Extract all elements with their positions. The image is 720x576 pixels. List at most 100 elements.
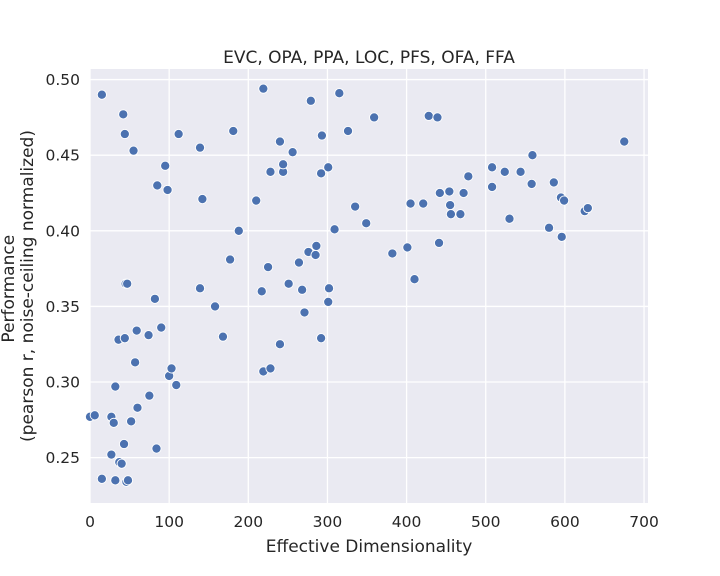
data-point bbox=[162, 184, 173, 196]
data-point bbox=[299, 307, 310, 318]
x-tick-label: 0 bbox=[85, 513, 95, 531]
data-point bbox=[283, 278, 294, 289]
data-point bbox=[96, 89, 107, 100]
data-point bbox=[132, 402, 143, 413]
data-point bbox=[251, 195, 262, 206]
data-point bbox=[258, 83, 269, 94]
data-point bbox=[110, 381, 121, 392]
data-point bbox=[458, 187, 469, 199]
x-tick-label: 200 bbox=[234, 513, 264, 531]
data-point bbox=[131, 325, 142, 336]
data-point bbox=[118, 109, 129, 120]
data-point bbox=[96, 473, 107, 484]
data-point bbox=[173, 128, 184, 140]
y-tick-label: 0.30 bbox=[45, 374, 80, 392]
data-point bbox=[504, 213, 515, 224]
x-tick-label: 300 bbox=[313, 513, 343, 531]
y-tick-labels: 0.25 0.30 0.35 0.40 0.45 0.50 bbox=[45, 71, 80, 467]
data-point bbox=[619, 136, 630, 147]
data-point bbox=[455, 209, 466, 220]
data-point bbox=[527, 150, 538, 161]
data-point bbox=[263, 262, 274, 273]
data-point bbox=[526, 178, 537, 189]
y-axis-label-line2: (pearson r, noise-ceiling normalized) bbox=[18, 130, 38, 442]
data-point bbox=[89, 410, 100, 421]
data-point bbox=[323, 296, 334, 307]
data-point bbox=[334, 88, 345, 99]
data-point bbox=[515, 166, 526, 177]
data-point bbox=[210, 301, 221, 312]
data-point bbox=[166, 363, 177, 374]
data-point bbox=[116, 458, 127, 469]
data-point bbox=[126, 416, 137, 427]
y-axis-label-line1: Performance bbox=[0, 235, 19, 343]
data-point bbox=[130, 357, 141, 368]
data-point bbox=[369, 112, 380, 123]
y-tick-label: 0.25 bbox=[45, 449, 80, 467]
data-point bbox=[151, 443, 162, 454]
data-point bbox=[194, 142, 206, 153]
x-axis-label: Effective Dimensionality bbox=[266, 537, 473, 557]
y-tick-label: 0.40 bbox=[45, 222, 80, 240]
data-point bbox=[556, 231, 567, 242]
data-point bbox=[310, 249, 321, 261]
data-point bbox=[487, 162, 498, 173]
data-point bbox=[582, 203, 593, 214]
data-point bbox=[160, 160, 171, 171]
data-point bbox=[548, 177, 559, 188]
data-point bbox=[197, 193, 208, 205]
x-tick-labels: 0 100 200 300 400 500 600 700 bbox=[85, 513, 659, 531]
chart-title: EVC, OPA, PPA, LOC, PFS, OFA, FFA bbox=[223, 48, 515, 68]
data-point bbox=[217, 331, 229, 342]
data-point bbox=[119, 128, 130, 140]
data-point bbox=[225, 254, 236, 265]
data-point bbox=[445, 200, 456, 211]
data-point bbox=[194, 283, 206, 294]
data-point bbox=[118, 438, 130, 450]
data-point bbox=[265, 363, 276, 374]
data-point bbox=[445, 209, 456, 220]
data-point bbox=[144, 390, 155, 401]
data-point bbox=[409, 274, 420, 285]
data-point bbox=[128, 145, 139, 156]
data-point bbox=[433, 237, 445, 248]
data-point bbox=[432, 112, 443, 123]
data-point bbox=[265, 166, 276, 177]
data-point bbox=[293, 257, 305, 268]
data-point bbox=[323, 162, 334, 173]
plot-area bbox=[90, 69, 648, 503]
data-point bbox=[287, 147, 298, 158]
data-point bbox=[499, 166, 510, 177]
y-axis-label: Performance (pearson r, noise-ceiling no… bbox=[0, 130, 38, 442]
data-point bbox=[329, 224, 340, 235]
data-point bbox=[228, 125, 239, 137]
data-point bbox=[544, 222, 555, 233]
data-point bbox=[434, 187, 445, 199]
data-point bbox=[256, 286, 267, 297]
y-tick-label: 0.35 bbox=[45, 298, 80, 316]
data-point bbox=[402, 242, 413, 253]
data-point bbox=[323, 283, 335, 294]
data-point bbox=[233, 225, 244, 236]
data-point bbox=[444, 186, 455, 197]
data-point bbox=[274, 136, 286, 147]
data-point bbox=[423, 110, 434, 121]
y-tick-label: 0.45 bbox=[45, 147, 80, 165]
data-point bbox=[119, 333, 130, 344]
x-tick-label: 400 bbox=[392, 513, 422, 531]
data-point bbox=[297, 284, 308, 295]
data-point bbox=[418, 198, 429, 209]
data-point bbox=[278, 159, 289, 170]
data-point bbox=[149, 293, 160, 304]
data-point bbox=[342, 125, 354, 137]
data-point bbox=[122, 278, 133, 289]
data-point bbox=[361, 218, 372, 229]
data-point bbox=[143, 330, 154, 341]
data-point bbox=[387, 248, 398, 259]
data-point bbox=[487, 181, 498, 193]
data-point bbox=[171, 379, 182, 391]
data-point bbox=[350, 201, 361, 212]
data-point bbox=[316, 130, 327, 141]
data-point bbox=[274, 339, 286, 350]
data-point bbox=[316, 168, 327, 179]
